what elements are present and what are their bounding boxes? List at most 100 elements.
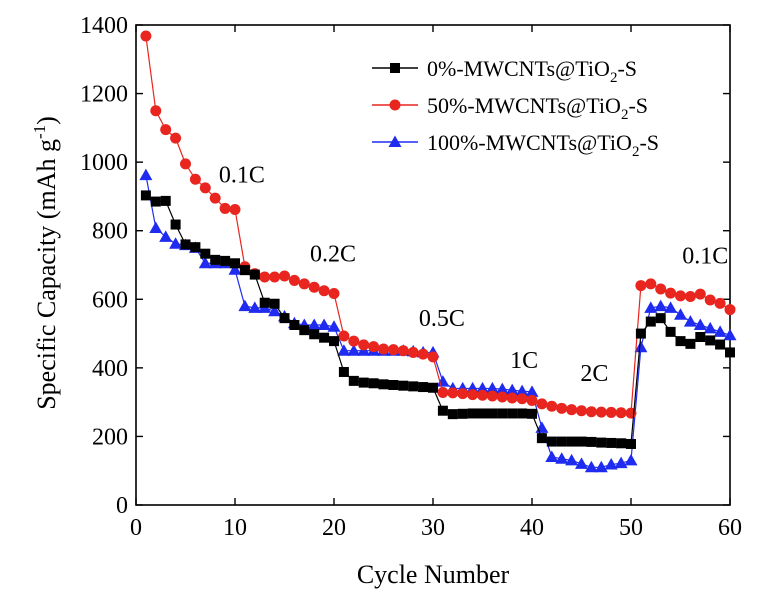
data-point xyxy=(615,407,627,419)
data-point xyxy=(724,304,736,316)
series-circle xyxy=(140,30,736,419)
data-point xyxy=(180,158,191,170)
data-point xyxy=(704,294,716,306)
data-point xyxy=(160,195,171,206)
y-axis-label-close: ) xyxy=(32,116,61,125)
data-point xyxy=(408,381,419,392)
data-point xyxy=(457,408,468,419)
data-point xyxy=(495,382,509,395)
y-tick-label: 1000 xyxy=(80,150,128,176)
data-point xyxy=(644,301,658,313)
data-point xyxy=(248,301,262,313)
data-point xyxy=(159,230,173,242)
y-axis-label: Specific Capacity (mAh g-1) xyxy=(30,116,61,410)
legend-marker xyxy=(390,63,400,73)
data-point xyxy=(437,405,448,416)
data-point xyxy=(327,320,341,332)
y-tick-label: 200 xyxy=(92,424,128,450)
data-point xyxy=(525,385,539,397)
data-point xyxy=(288,274,300,286)
data-point xyxy=(505,383,519,396)
data-point xyxy=(497,408,508,419)
data-point xyxy=(594,460,608,473)
data-point xyxy=(397,345,409,357)
data-point xyxy=(546,400,558,412)
legend-marker xyxy=(388,135,402,147)
y-tick-label: 800 xyxy=(92,219,128,245)
y-tick-label: 1200 xyxy=(80,82,128,108)
data-point xyxy=(675,290,686,302)
data-point xyxy=(299,325,310,336)
data-point xyxy=(635,280,647,292)
rate-label: 0.1C xyxy=(682,243,728,269)
data-point xyxy=(605,406,617,418)
x-tick-label: 20 xyxy=(322,515,346,541)
data-point xyxy=(447,409,458,420)
data-point xyxy=(388,380,399,390)
data-point xyxy=(238,299,252,312)
data-point xyxy=(427,351,439,363)
data-point xyxy=(705,335,716,346)
x-tick-label: 50 xyxy=(619,515,643,541)
data-point xyxy=(496,391,508,403)
series-line xyxy=(145,35,731,414)
data-point xyxy=(566,436,577,447)
data-point xyxy=(198,256,212,269)
data-point xyxy=(654,299,668,312)
legend-label: 100%-MWCNTs@TiO2-S xyxy=(427,130,659,160)
data-point xyxy=(229,203,241,215)
data-point xyxy=(695,332,706,342)
data-point xyxy=(684,291,696,303)
data-point xyxy=(269,271,281,283)
data-point xyxy=(436,375,450,387)
data-point xyxy=(604,458,618,470)
rate-label: 0.2C xyxy=(310,242,356,268)
data-point xyxy=(210,254,221,265)
y-tick-label: 1400 xyxy=(80,13,128,39)
data-point xyxy=(665,287,677,299)
legend-item: 100%-MWCNTs@TiO2-S xyxy=(372,130,659,160)
data-point xyxy=(220,255,231,266)
legend-label: 0%-MWCNTs@TiO2-S xyxy=(427,56,637,86)
data-point xyxy=(219,202,231,214)
data-point xyxy=(169,237,183,249)
data-point xyxy=(309,329,320,340)
data-point xyxy=(625,407,637,419)
data-point xyxy=(703,321,717,334)
data-point xyxy=(467,389,479,401)
data-point xyxy=(586,436,597,447)
data-point xyxy=(437,387,449,399)
data-point xyxy=(269,298,280,309)
legend-label: 50%-MWCNTs@TiO2-S xyxy=(427,93,648,123)
data-point xyxy=(616,438,627,449)
data-point xyxy=(170,219,181,230)
x-tick-label: 0 xyxy=(130,515,142,541)
data-point xyxy=(200,248,211,259)
data-point xyxy=(378,343,389,355)
data-point xyxy=(596,437,607,448)
legend: 0%-MWCNTs@TiO2-S 50%-MWCNTs@TiO2-S 100%-MW… xyxy=(372,56,659,160)
data-point xyxy=(338,330,350,342)
data-point xyxy=(507,408,518,419)
rate-annotations: 0.1C 0.2C 0.5C 1C 2C 0.1C xyxy=(219,163,728,387)
data-point xyxy=(486,390,498,402)
y-axis-label-superscript: -1 xyxy=(30,125,49,139)
data-point xyxy=(694,288,706,300)
data-point xyxy=(536,433,547,444)
data-point xyxy=(209,192,221,204)
data-point xyxy=(428,382,438,393)
data-point xyxy=(565,453,579,466)
data-point xyxy=(368,341,380,353)
data-point xyxy=(606,437,617,448)
data-point xyxy=(655,313,666,324)
rate-label: 1C xyxy=(510,348,538,374)
data-point xyxy=(576,436,587,447)
data-point xyxy=(149,221,163,233)
data-point xyxy=(576,405,587,417)
data-point xyxy=(368,378,379,389)
data-point xyxy=(674,308,687,320)
data-point xyxy=(259,297,270,308)
data-point xyxy=(645,278,657,290)
data-point xyxy=(199,182,211,194)
